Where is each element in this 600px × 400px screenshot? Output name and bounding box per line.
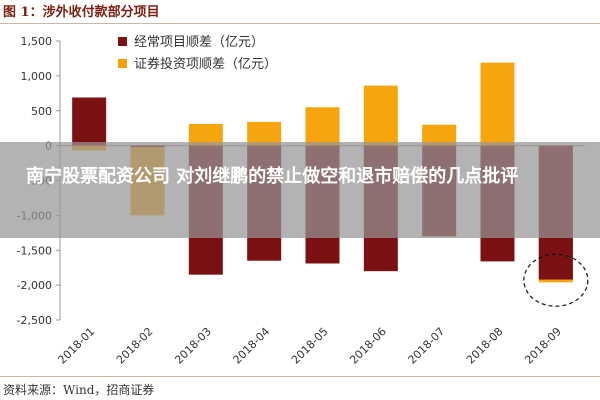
source-divider [0, 376, 600, 377]
annotation-circle [523, 253, 589, 307]
bar-securities [247, 121, 282, 146]
figure-title: 图 1：涉外收付款部分项目 [3, 5, 160, 20]
x-tick-label: 2018-02 [114, 325, 156, 367]
bar-current [72, 97, 107, 146]
legend-swatch [118, 37, 127, 46]
bar-securities [422, 124, 457, 146]
x-tick-label: 2018-09 [522, 325, 564, 367]
x-tick-label: 2018-03 [172, 325, 214, 367]
bar-securities [363, 85, 398, 146]
x-tick-label: 2018-06 [347, 325, 389, 367]
x-tick-label: 2018-01 [56, 325, 98, 367]
x-tick-label: 2018-08 [464, 325, 506, 367]
x-tick-label: 2018-05 [289, 325, 331, 367]
y-tick-label: 1,000 [21, 70, 53, 83]
y-tick-label: 500 [31, 105, 52, 118]
bar-securities [480, 62, 515, 146]
legend-label: 经常项目顺差（亿元） [134, 35, 264, 50]
legend-label: 证券投资项顺差（亿元） [134, 56, 277, 72]
headline-text: 南宁股票配资公司 对刘继鹏的禁止做空和退市赔偿的几点批评 [26, 166, 519, 187]
bar-securities [188, 124, 223, 146]
legend-swatch [118, 59, 127, 68]
x-tick-label: 2018-07 [406, 325, 448, 367]
y-tick-label: -2,500 [17, 314, 52, 327]
y-tick-label: 1,500 [21, 35, 53, 48]
bar-securities [305, 107, 340, 146]
title-divider [0, 23, 600, 24]
y-tick-label: -2,000 [17, 279, 52, 292]
headline-banner [0, 142, 600, 238]
y-tick-label: -1,500 [17, 244, 52, 257]
x-tick-label: 2018-04 [231, 325, 273, 367]
source-note: 资料来源：Wind，招商证券 [3, 383, 155, 397]
